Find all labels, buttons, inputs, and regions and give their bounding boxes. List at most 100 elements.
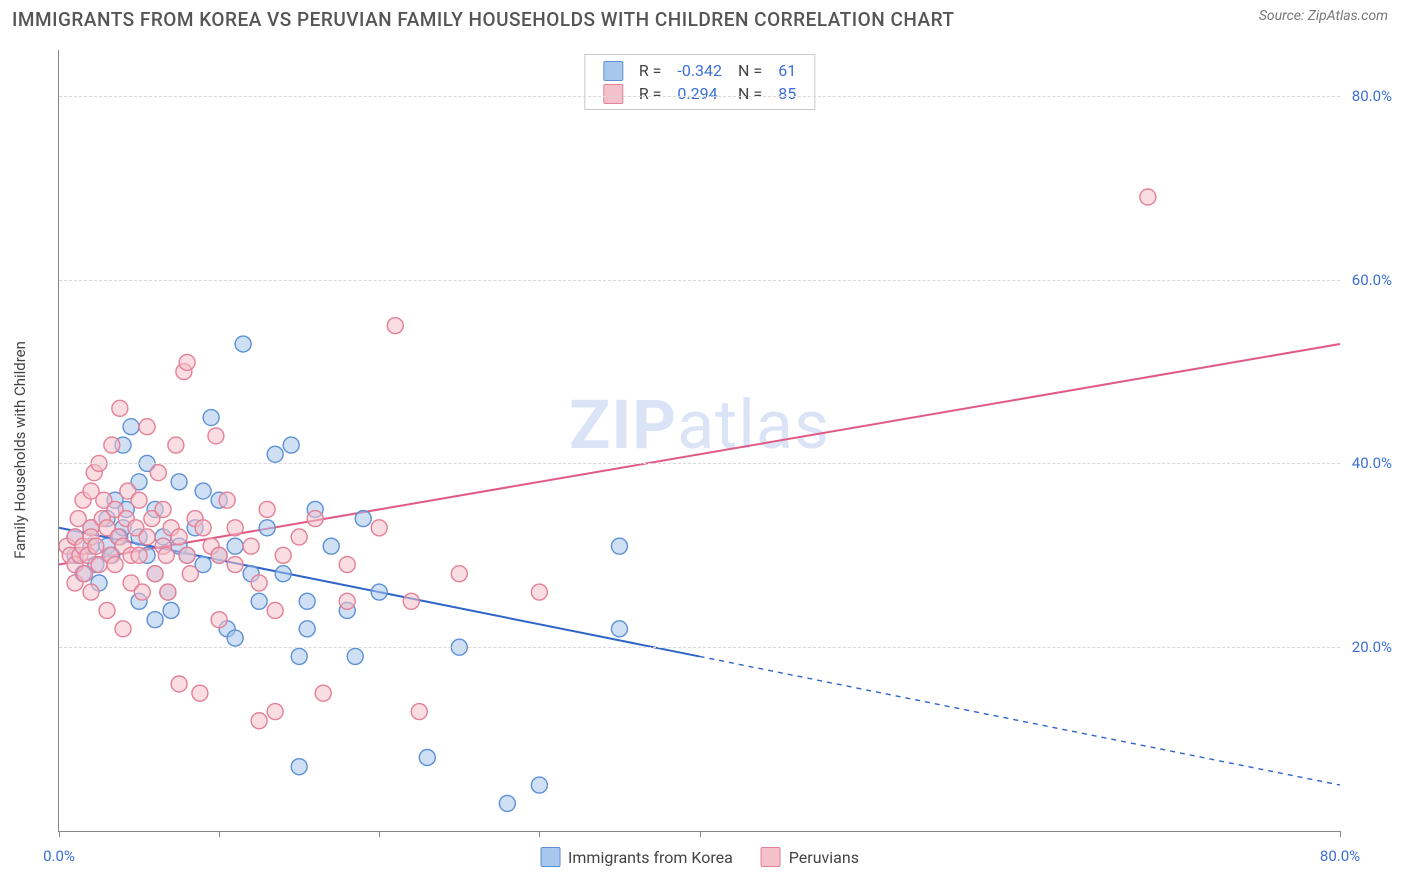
legend-row-peruvians: R = 0.294 N = 85 (595, 82, 804, 105)
scatter-point (243, 538, 259, 554)
scatter-points-layer (59, 50, 1340, 831)
legend-label: Immigrants from Korea (568, 848, 733, 867)
scatter-point (104, 437, 120, 453)
scatter-point (347, 648, 363, 664)
scatter-point (499, 795, 515, 811)
scatter-point (211, 612, 227, 628)
scatter-point (403, 593, 419, 609)
scatter-point (371, 520, 387, 536)
y-axis-label: Family Households with Children (11, 341, 29, 559)
scatter-point (251, 713, 267, 729)
swatch-icon (603, 61, 623, 81)
scatter-point (112, 400, 128, 416)
scatter-point (355, 511, 371, 527)
scatter-point (150, 465, 166, 481)
page-title: IMMIGRANTS FROM KOREA VS PERUVIAN FAMILY… (12, 8, 954, 31)
scatter-point (299, 593, 315, 609)
scatter-point (147, 566, 163, 582)
scatter-point (163, 602, 179, 618)
scatter-point (139, 529, 155, 545)
scatter-point (275, 547, 291, 563)
scatter-point (307, 511, 323, 527)
scatter-point (107, 557, 123, 573)
swatch-icon (761, 847, 781, 867)
y-tick-label: 20.0% (1352, 638, 1392, 656)
scatter-point (1140, 189, 1156, 205)
legend-row-korea: R = -0.342 N = 61 (595, 59, 804, 82)
scatter-point (227, 520, 243, 536)
x-tick-label: 0.0% (43, 847, 75, 865)
scatter-point (419, 749, 435, 765)
scatter-point (195, 483, 211, 499)
scatter-point (291, 759, 307, 775)
scatter-point (267, 704, 283, 720)
scatter-point (171, 529, 187, 545)
scatter-point (88, 538, 104, 554)
scatter-point (259, 520, 275, 536)
scatter-point (323, 538, 339, 554)
scatter-point (259, 501, 275, 517)
scatter-point (123, 419, 139, 435)
scatter-point (115, 621, 131, 637)
scatter-point (155, 501, 171, 517)
source-attribution: Source: ZipAtlas.com (1259, 8, 1388, 24)
scatter-point (171, 474, 187, 490)
swatch-icon (540, 847, 560, 867)
scatter-point (139, 419, 155, 435)
scatter-point (134, 584, 150, 600)
scatter-point (275, 566, 291, 582)
scatter-point (179, 354, 195, 370)
scatter-point (531, 777, 547, 793)
y-tick-label: 40.0% (1352, 454, 1392, 472)
scatter-point (291, 529, 307, 545)
plot-area: ZIPatlas R = -0.342 N = 61 R = 0.294 N = (58, 50, 1340, 832)
scatter-point (171, 676, 187, 692)
y-tick-label: 80.0% (1352, 87, 1392, 105)
correlation-chart: Family Households with Children ZIPatlas… (30, 50, 1396, 850)
scatter-point (99, 602, 115, 618)
scatter-point (182, 566, 198, 582)
scatter-point (371, 584, 387, 600)
scatter-point (315, 685, 331, 701)
scatter-point (283, 437, 299, 453)
scatter-point (227, 557, 243, 573)
scatter-point (451, 566, 467, 582)
legend-stats: R = -0.342 N = 61 R = 0.294 N = 85 (584, 54, 815, 110)
scatter-point (147, 612, 163, 628)
scatter-point (267, 446, 283, 462)
scatter-point (251, 593, 267, 609)
scatter-point (77, 566, 93, 582)
scatter-point (235, 336, 251, 352)
scatter-point (227, 630, 243, 646)
scatter-point (211, 547, 227, 563)
scatter-point (131, 492, 147, 508)
scatter-point (531, 584, 547, 600)
legend-series: Immigrants from Korea Peruvians (540, 847, 859, 867)
scatter-point (411, 704, 427, 720)
legend-label: Peruvians (789, 848, 859, 867)
scatter-point (158, 547, 174, 563)
scatter-point (299, 621, 315, 637)
y-tick-label: 60.0% (1352, 271, 1392, 289)
scatter-point (251, 575, 267, 591)
scatter-point (192, 685, 208, 701)
legend-item-peruvians: Peruvians (761, 847, 859, 867)
scatter-point (339, 557, 355, 573)
scatter-point (160, 584, 176, 600)
scatter-point (131, 547, 147, 563)
scatter-point (291, 648, 307, 664)
scatter-point (387, 318, 403, 334)
scatter-point (179, 547, 195, 563)
scatter-point (168, 437, 184, 453)
scatter-point (227, 538, 243, 554)
legend-item-korea: Immigrants from Korea (540, 847, 733, 867)
scatter-point (611, 538, 627, 554)
scatter-point (611, 621, 627, 637)
scatter-point (208, 428, 224, 444)
scatter-point (219, 492, 235, 508)
scatter-point (83, 584, 99, 600)
scatter-point (339, 593, 355, 609)
scatter-point (203, 410, 219, 426)
scatter-point (195, 520, 211, 536)
scatter-point (267, 602, 283, 618)
